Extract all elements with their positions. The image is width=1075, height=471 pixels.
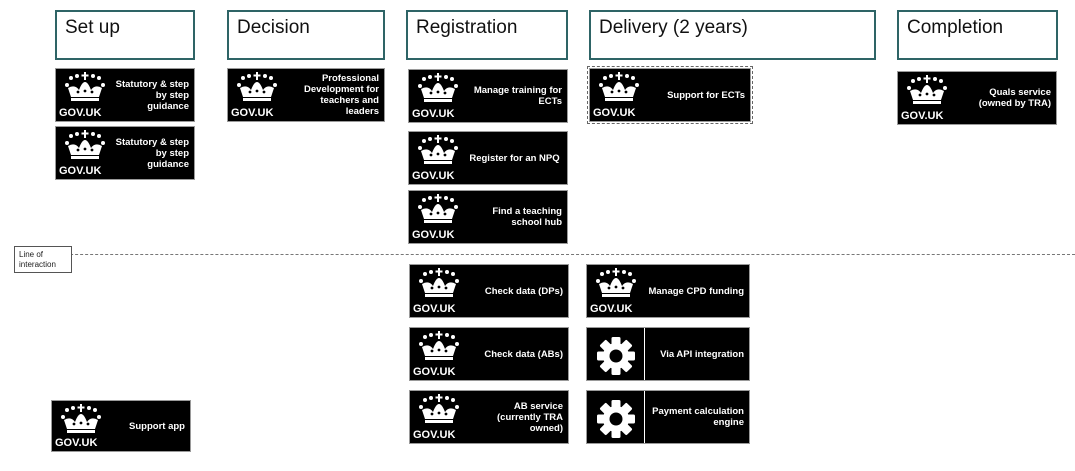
crown-icon: GOV.UK — [898, 72, 956, 124]
card-check-data-abs: GOV.UK Check data (ABs) — [409, 327, 569, 381]
crown-icon: GOV.UK — [410, 391, 468, 443]
gov-uk-wordmark: GOV.UK — [59, 165, 102, 177]
stage-title: Completion — [907, 17, 1004, 38]
card-quals-service: GOV.UK Quals service (owned by TRA) — [897, 71, 1057, 125]
card-label: Support app — [129, 420, 185, 432]
card-find-teaching-school-hub: GOV.UK Find a teaching school hub — [408, 190, 568, 244]
cog-icon — [587, 328, 645, 380]
gov-uk-wordmark: GOV.UK — [231, 107, 274, 119]
gov-uk-wordmark: GOV.UK — [412, 170, 455, 182]
crown-icon: GOV.UK — [56, 127, 114, 179]
card-label: Statutory & step by step guidance — [115, 136, 189, 170]
card-label: Manage CPD funding — [648, 285, 744, 297]
card-label: Support for ECTs — [667, 89, 745, 101]
stage-title: Registration — [416, 17, 518, 38]
crown-icon: GOV.UK — [409, 70, 467, 122]
card-label: AB service (currently TRA owned) — [497, 400, 563, 434]
card-label: Professional Development for teachers an… — [304, 73, 379, 117]
stage-title: Set up — [65, 17, 120, 38]
card-statutory-guidance-2: GOV.UK Statutory & step by step guidance — [55, 126, 195, 180]
crown-icon: GOV.UK — [587, 265, 645, 317]
card-manage-cpd-funding: GOV.UK Manage CPD funding — [586, 264, 750, 318]
card-label: Check data (ABs) — [484, 348, 563, 360]
card-label: Via API integration — [660, 348, 744, 360]
card-label: Register for an NPQ — [469, 152, 560, 164]
stage-decision: Decision — [227, 10, 385, 60]
stage-title: Decision — [237, 17, 310, 38]
gov-uk-wordmark: GOV.UK — [413, 303, 456, 315]
card-register-npq: GOV.UK Register for an NPQ — [408, 131, 568, 185]
gov-uk-wordmark: GOV.UK — [55, 437, 98, 449]
cog-icon — [587, 391, 645, 443]
card-label: Quals service (owned by TRA) — [978, 87, 1051, 109]
card-ab-service: GOV.UK AB service (currently TRA owned) — [409, 390, 569, 444]
crown-icon: GOV.UK — [52, 401, 110, 451]
card-support-for-ects: GOV.UK Support for ECTs — [587, 66, 753, 124]
card-label: Manage training for ECTs — [473, 85, 562, 107]
gov-uk-wordmark: GOV.UK — [412, 108, 455, 120]
gov-uk-wordmark: GOV.UK — [412, 229, 455, 241]
stage-setup: Set up — [55, 10, 195, 60]
card-support-app: GOV.UK Support app — [51, 400, 191, 452]
card-statutory-guidance-1: GOV.UK Statutory & step by step guidance — [55, 68, 195, 122]
stage-delivery: Delivery (2 years) — [589, 10, 876, 60]
crown-icon: GOV.UK — [56, 69, 114, 121]
stage-registration: Registration — [406, 10, 568, 60]
crown-icon: GOV.UK — [228, 69, 286, 121]
crown-icon: GOV.UK — [409, 191, 467, 243]
card-manage-training-ects: GOV.UK Manage training for ECTs — [408, 69, 568, 123]
line-of-interaction-divider — [20, 254, 1075, 255]
crown-icon: GOV.UK — [409, 132, 467, 184]
line-of-interaction-label: Line of interaction — [14, 246, 72, 273]
crown-icon: GOV.UK — [410, 328, 468, 380]
card-label: Payment calculation engine — [652, 406, 744, 428]
card-professional-development: GOV.UK Professional Development for teac… — [227, 68, 385, 122]
gov-uk-wordmark: GOV.UK — [413, 366, 456, 378]
stage-title: Delivery (2 years) — [599, 17, 748, 38]
stage-completion: Completion — [897, 10, 1058, 60]
card-payment-calculation-engine: Payment calculation engine — [586, 390, 750, 444]
card-api-integration: Via API integration — [586, 327, 750, 381]
gov-uk-wordmark: GOV.UK — [593, 107, 636, 119]
gov-uk-wordmark: GOV.UK — [59, 107, 102, 119]
card-label: Find a teaching school hub — [492, 206, 562, 228]
card-label: Check data (DPs) — [484, 285, 563, 297]
card-label: Statutory & step by step guidance — [115, 78, 189, 112]
card-check-data-dps: GOV.UK Check data (DPs) — [409, 264, 569, 318]
gov-uk-wordmark: GOV.UK — [413, 429, 456, 441]
gov-uk-wordmark: GOV.UK — [590, 303, 633, 315]
crown-icon: GOV.UK — [590, 69, 648, 121]
gov-uk-wordmark: GOV.UK — [901, 110, 944, 122]
crown-icon: GOV.UK — [410, 265, 468, 317]
